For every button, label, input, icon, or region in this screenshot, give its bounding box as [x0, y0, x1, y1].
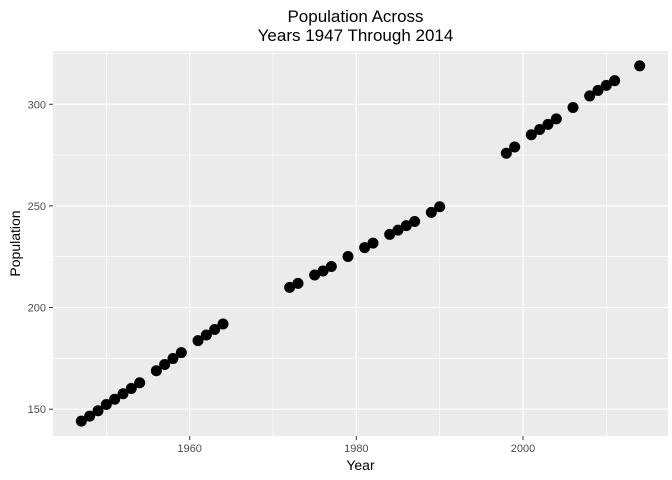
data-point — [500, 147, 512, 159]
x-tick-label: 1980 — [344, 443, 368, 455]
x-axis-title: Year — [346, 457, 375, 473]
data-point — [109, 393, 121, 405]
data-point — [550, 113, 562, 125]
chart-title-line-1: Population Across — [287, 7, 423, 26]
x-tick-label: 2000 — [511, 443, 535, 455]
data-point — [359, 242, 371, 254]
data-point — [600, 79, 612, 91]
data-point — [425, 206, 437, 218]
y-axis-title: Population — [7, 210, 23, 276]
data-point — [75, 415, 87, 427]
data-point — [592, 84, 604, 96]
data-point — [525, 129, 537, 141]
x-tick-label: 1960 — [177, 443, 201, 455]
data-point — [567, 102, 579, 114]
data-point — [384, 228, 396, 240]
data-point — [125, 382, 137, 394]
y-tick-label: 200 — [28, 303, 46, 315]
data-point — [317, 265, 329, 277]
data-point — [392, 224, 404, 236]
data-point — [134, 377, 146, 389]
y-tick-label: 300 — [28, 99, 46, 111]
data-point — [309, 269, 321, 281]
data-point — [292, 277, 304, 289]
data-point — [167, 353, 179, 365]
data-points — [75, 60, 646, 427]
data-point — [150, 365, 162, 377]
data-point — [175, 347, 187, 359]
data-point — [159, 358, 171, 370]
data-point — [434, 201, 446, 213]
data-point — [284, 281, 296, 293]
data-point — [584, 90, 596, 102]
x-axis-ticks: 1960 1980 2000 — [177, 436, 535, 455]
data-point — [100, 398, 112, 410]
y-tick-label: 250 — [28, 201, 46, 213]
data-point — [92, 405, 104, 417]
data-point — [84, 410, 96, 422]
major-gridlines — [53, 51, 668, 436]
data-point — [609, 75, 621, 87]
data-point — [400, 220, 412, 232]
data-point — [342, 251, 354, 263]
data-point — [200, 329, 212, 341]
y-axis-ticks: 150 200 250 300 — [28, 99, 53, 416]
data-point — [117, 388, 129, 400]
y-tick-label: 150 — [28, 404, 46, 416]
data-point — [325, 260, 337, 272]
data-point — [209, 323, 221, 335]
data-point — [217, 318, 229, 330]
data-point — [542, 118, 554, 130]
data-point — [534, 123, 546, 135]
data-point — [192, 335, 204, 347]
data-point — [634, 60, 646, 72]
data-point — [509, 141, 521, 153]
chart-title-line-2: Years 1947 Through 2014 — [258, 26, 454, 45]
data-point — [409, 216, 421, 228]
minor-gridlines — [53, 51, 668, 436]
data-point — [367, 237, 379, 249]
